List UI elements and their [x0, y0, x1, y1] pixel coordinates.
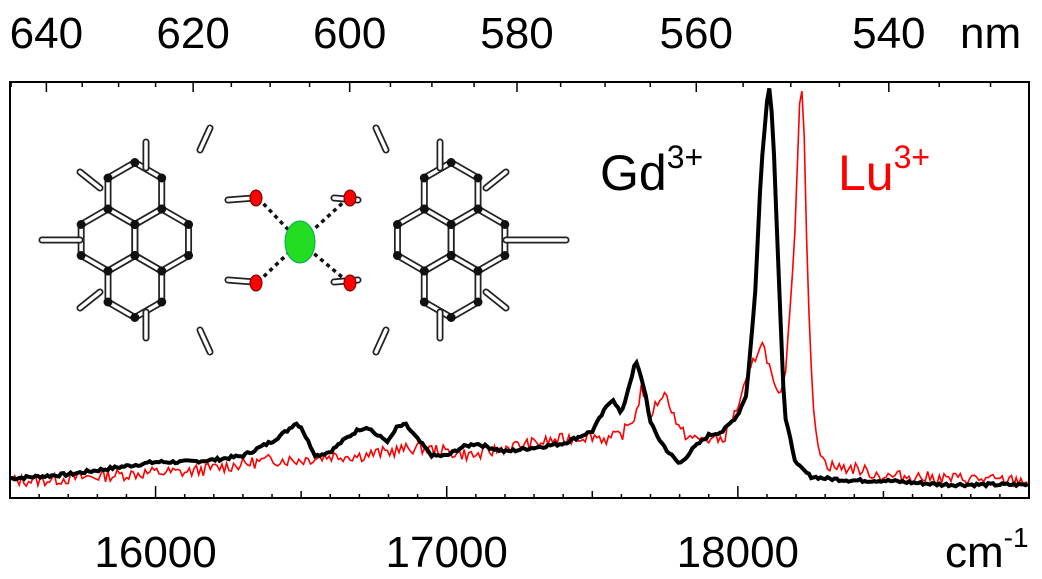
series-label-lu-base: Lu: [838, 145, 894, 201]
bottom-axis: 16000 17000 18000: [9, 486, 1030, 577]
top-tick-label: 640: [10, 9, 83, 58]
top-axis: 640 620 600 580 560 540: [10, 9, 992, 92]
series-label-gd-sup: 3+: [667, 139, 703, 175]
carbon-atom: [184, 220, 194, 229]
bond-highlight: [449, 207, 480, 227]
carbon-atom: [419, 173, 429, 183]
oxygen-atom: [343, 274, 357, 292]
bond-highlight: [449, 160, 480, 180]
series-label-lu3plus: Lu3+: [838, 139, 930, 201]
bond-highlight: [79, 207, 110, 227]
top-tick-label: 540: [852, 9, 925, 58]
bond-highlight: [106, 207, 137, 227]
bond-highlight: [133, 253, 164, 273]
oxygen-atom: [249, 274, 263, 292]
top-tick-label: 620: [156, 9, 229, 58]
carbon-atom: [500, 220, 510, 229]
bond-highlight: [106, 300, 137, 320]
carbon-atom: [130, 251, 140, 260]
x-tick-label: 16000: [94, 528, 216, 577]
carbon-atom: [76, 251, 86, 260]
carbon-atom: [103, 173, 113, 183]
bond-highlight: [422, 253, 453, 273]
top-axis-unit: nm: [960, 9, 1021, 58]
plot-frame: [9, 81, 1030, 499]
series-line-lu3plus: [9, 90, 1028, 489]
coordination-bond: [298, 240, 350, 284]
carbon-atom: [103, 297, 113, 307]
carbon-atom: [130, 158, 140, 167]
bond-highlight: [106, 160, 137, 180]
series-label-gd-base: Gd: [600, 145, 667, 201]
series-label-gd3plus: Gd3+: [600, 139, 703, 201]
top-tick-label: 580: [480, 9, 553, 58]
bond-highlight: [198, 328, 212, 354]
carbon-atom: [392, 220, 402, 229]
top-tick-label: 600: [313, 9, 386, 58]
bond-highlight: [78, 170, 102, 190]
carbon-atom: [157, 204, 167, 214]
oxygen-atom: [249, 189, 263, 207]
carbon-atom: [184, 251, 194, 260]
carbon-atom: [473, 266, 483, 276]
carbon-atom: [103, 266, 113, 276]
coordination-bond: [298, 196, 350, 244]
carbon-atom: [446, 158, 456, 167]
oxygen-atom: [343, 189, 357, 207]
carbon-atom: [419, 266, 429, 276]
bond-highlight: [106, 253, 137, 273]
molecule-icon: [38, 124, 570, 356]
bond-highlight: [374, 328, 388, 354]
bond-highlight: [198, 126, 212, 152]
bond-highlight: [422, 207, 453, 227]
top-tick-label: 560: [660, 9, 733, 58]
series-label-lu-sup: 3+: [894, 139, 930, 175]
carbon-atom: [76, 220, 86, 229]
bottom-axis-unit-base: cm: [945, 528, 1004, 577]
carbon-atom: [130, 220, 140, 229]
metal-ion: [284, 220, 316, 264]
carbon-atom: [103, 204, 113, 214]
carbon-atom: [446, 220, 456, 229]
bond-highlight: [159, 253, 191, 273]
carbon-atom: [500, 251, 510, 260]
bond-highlight: [449, 253, 480, 273]
bond-highlight: [159, 207, 191, 227]
bond-highlight: [476, 253, 507, 273]
bond-highlight: [133, 207, 164, 227]
x-tick-label: 17000: [386, 528, 508, 577]
carbon-atom: [473, 297, 483, 307]
carbon-atom: [157, 297, 167, 307]
x-tick-label: 18000: [677, 528, 799, 577]
carbon-atom: [157, 173, 167, 183]
bond-highlight: [484, 170, 508, 190]
bond-highlight: [395, 207, 427, 227]
carbon-atom: [392, 251, 402, 260]
carbon-atom: [446, 251, 456, 260]
series-line-gd3plus: [9, 88, 1029, 489]
bond-highlight: [374, 126, 388, 152]
bottom-axis-unit-sup: -1: [1004, 522, 1029, 553]
carbon-atom: [419, 297, 429, 307]
bottom-axis-unit: cm-1: [945, 522, 1029, 577]
carbon-atom: [473, 173, 483, 183]
carbon-atom: [473, 204, 483, 214]
bond-highlight: [476, 207, 507, 227]
bond-highlight: [79, 253, 110, 273]
bond-highlight: [484, 290, 508, 310]
bond-highlight: [449, 300, 480, 320]
carbon-atom: [446, 313, 456, 322]
bond-highlight: [78, 290, 102, 310]
bond-highlight: [395, 253, 427, 273]
carbon-atom: [130, 313, 140, 322]
carbon-atom: [419, 204, 429, 214]
carbon-atom: [157, 266, 167, 276]
